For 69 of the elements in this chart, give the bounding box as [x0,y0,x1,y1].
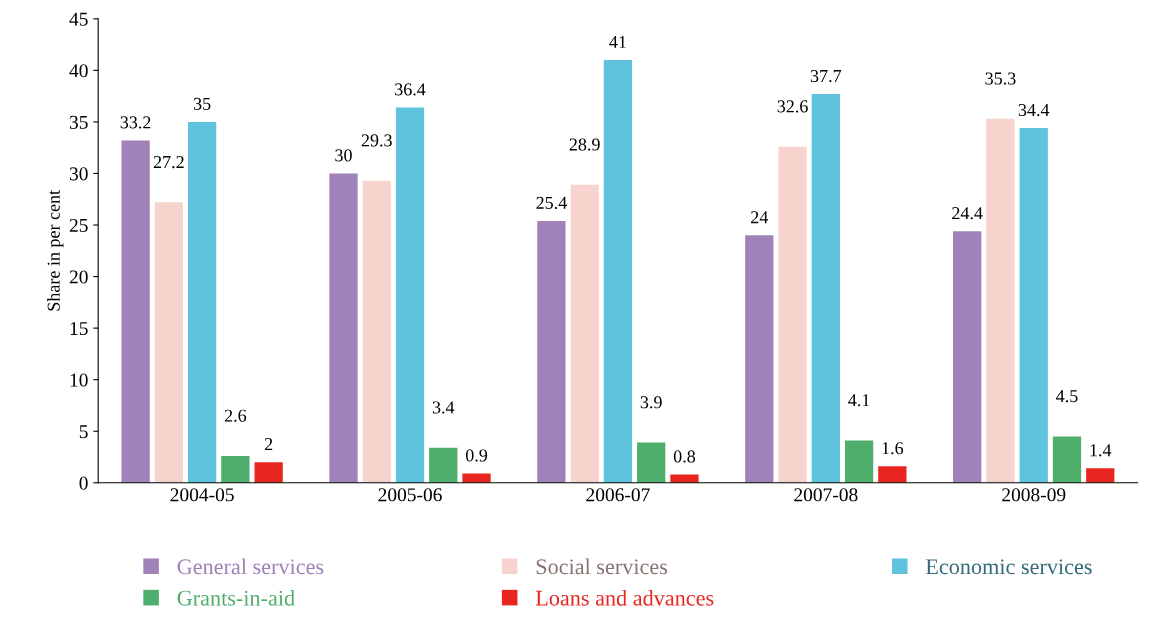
data-label: 4.1 [848,394,870,407]
bar [778,146,807,483]
y-tick-label: 0 [79,476,88,490]
bar [1019,128,1048,483]
bar [329,173,358,483]
y-tick-label: 5 [79,425,88,439]
bar [254,462,283,483]
y-tick-label: 25 [69,218,88,232]
data-label: 30 [335,149,352,162]
data-label: 29.3 [361,134,392,147]
data-label: 41 [609,35,626,48]
data-label: 36.4 [395,83,426,96]
y-tick-label: 10 [70,373,88,387]
bar [429,447,458,483]
x-tick-label: 2005-06 [378,488,442,502]
bar [1086,468,1115,483]
bar [603,60,633,483]
bar [537,220,566,483]
bar [953,231,982,483]
bar [844,440,874,483]
data-label: 25.4 [536,196,567,209]
bar [121,140,150,483]
bar [395,107,425,483]
legend-label: Loans and advances [535,590,714,606]
y-tick-label: 30 [69,167,88,181]
legend-label: Economic services [925,559,1092,575]
bar [1052,436,1082,483]
data-label: 0.8 [673,450,696,463]
bar [570,184,599,483]
y-tick-label: 45 [69,12,88,26]
data-label: 0.9 [465,449,488,462]
bar [811,94,840,483]
legend-label: Grants-in-aid [177,590,295,606]
data-label: 1.6 [882,442,904,455]
data-label: 3.4 [432,401,455,414]
data-label: 35.3 [985,72,1016,85]
data-label: 32.6 [777,100,808,113]
bar [187,121,217,483]
bar [745,235,774,483]
bar [221,455,250,483]
data-label: 2.6 [224,409,247,422]
data-label: 35 [193,97,211,110]
y-tick-label: 20 [69,270,88,284]
bar [362,180,391,483]
x-tick-label: 2006-07 [586,488,650,502]
x-tick-label: 2007-08 [794,488,858,502]
bar [878,466,907,483]
data-label: 2 [264,438,273,450]
bar [986,118,1015,483]
data-label: 3.9 [640,396,662,409]
legend-label: Social services [536,558,668,575]
y-axis-title: Share in per cent [47,189,64,311]
bar [154,202,183,483]
y-tick-label: 15 [70,322,88,336]
x-tick-label: 2008-09 [1002,488,1066,502]
data-label: 4.5 [1056,390,1078,403]
data-label: 24 [751,211,769,224]
x-tick-label: 2004-05 [170,488,234,502]
y-tick-label: 40 [69,64,88,78]
data-label: 27.2 [153,155,184,169]
data-label: 33.2 [120,116,151,129]
data-label: 24.4 [952,207,983,220]
y-tick-label: 35 [69,115,88,129]
data-label: 1.4 [1090,444,1112,457]
data-label: 28.9 [569,138,600,151]
data-label: 34.4 [1018,103,1050,117]
bar [637,442,666,483]
legend-label: General services [177,558,324,575]
data-label: 37.7 [810,69,842,83]
